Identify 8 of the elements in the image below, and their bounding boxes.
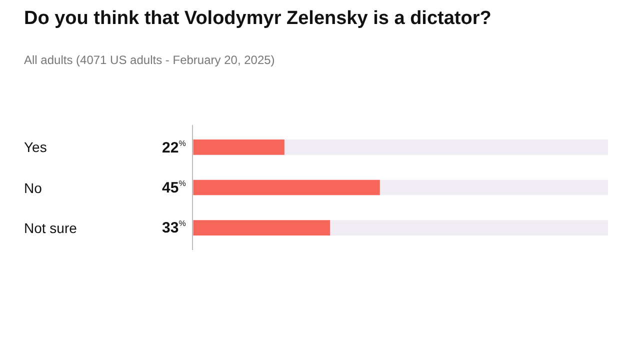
chart-title: Do you think that Volodymyr Zelensky is a dictator? [24,8,492,29]
y-tick-label: Not sure [24,220,78,236]
chart-subtitle: All adults (4071 US adults - February 20, 2025) [24,53,275,67]
data-label: 33$^{%}$ [162,219,186,236]
data-label: 45$^{%}$ [162,179,186,196]
y-tick-label: No [24,180,42,196]
data-label: 22$^{%}$ [162,139,186,156]
y-tick-label: Yes [24,139,47,155]
